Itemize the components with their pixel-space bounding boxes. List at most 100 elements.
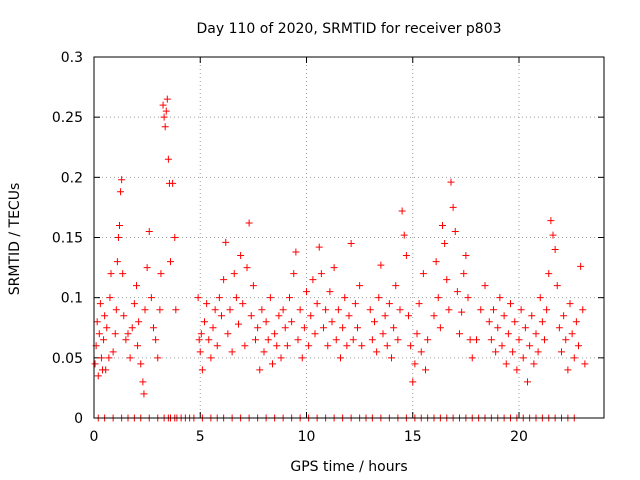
y-tick-label: 0.3 [61, 50, 83, 66]
data-point [97, 354, 105, 362]
data-point [171, 234, 179, 241]
data-point [140, 390, 148, 398]
data-point [383, 342, 391, 350]
data-point [141, 306, 149, 314]
data-point [447, 178, 455, 186]
data-point [264, 336, 272, 344]
data-point [119, 270, 127, 278]
data-point [513, 366, 521, 374]
data-point [332, 336, 340, 344]
data-point [481, 282, 489, 290]
data-point [545, 270, 553, 278]
data-point [511, 318, 519, 326]
data-point [541, 336, 548, 344]
data-point [500, 312, 508, 320]
data-point [124, 330, 132, 338]
y-tick-label: 0.25 [52, 110, 83, 126]
data-point [162, 107, 170, 115]
data-point [128, 324, 136, 332]
data-point [122, 336, 130, 344]
data-point [464, 294, 472, 302]
x-tick-label: 0 [90, 429, 99, 445]
data-point [441, 240, 449, 248]
data-point [356, 282, 364, 290]
data-point [415, 300, 423, 308]
data-point [392, 282, 400, 290]
data-point [341, 294, 349, 302]
data-point [473, 336, 480, 344]
x-tick-label: 20 [510, 429, 528, 445]
data-point [215, 294, 223, 302]
data-point [283, 342, 291, 350]
data-point [347, 240, 355, 248]
data-point [273, 342, 281, 350]
data-point [419, 270, 427, 278]
data-point [575, 342, 582, 350]
data-point [434, 294, 442, 302]
data-point [555, 324, 563, 332]
data-point [358, 342, 366, 350]
data-point [245, 219, 253, 227]
data-point [343, 342, 351, 350]
data-point [385, 300, 393, 308]
data-point [390, 324, 398, 332]
data-point [275, 312, 283, 320]
data-point [449, 203, 457, 211]
data-point [504, 330, 512, 338]
data-point [237, 252, 245, 260]
data-point [496, 294, 504, 302]
data-point [117, 188, 125, 196]
data-point [152, 336, 160, 344]
data-point [243, 264, 251, 272]
data-point [277, 354, 285, 362]
data-point [307, 312, 315, 320]
data-point [169, 179, 177, 187]
data-point [453, 288, 461, 296]
data-point [194, 294, 202, 302]
data-point [422, 366, 429, 374]
data-point [196, 348, 204, 356]
data-point [345, 312, 353, 320]
data-point [507, 300, 514, 308]
data-point [260, 348, 268, 356]
y-tick-label: 0.15 [52, 231, 83, 247]
data-point [249, 282, 257, 290]
data-point [105, 354, 113, 362]
data-point [154, 354, 162, 362]
data-point [134, 342, 142, 350]
data-point [213, 342, 221, 350]
data-point [294, 336, 302, 344]
data-point [100, 336, 108, 344]
data-point [317, 270, 325, 278]
data-point [381, 312, 389, 320]
data-point [436, 324, 444, 332]
data-point [371, 318, 378, 326]
data-point [373, 348, 381, 356]
y-tick-label: 0 [74, 411, 83, 427]
data-point [303, 288, 310, 296]
data-point [106, 294, 114, 302]
data-point [377, 261, 385, 269]
data-point [536, 294, 544, 302]
data-point [112, 306, 120, 314]
data-point [577, 262, 585, 270]
data-point [462, 252, 470, 260]
data-point [398, 207, 406, 215]
data-point [232, 294, 240, 302]
data-point [226, 306, 234, 314]
x-tick-label: 5 [196, 429, 205, 445]
data-point [296, 306, 304, 314]
data-point [218, 312, 225, 320]
data-point [532, 330, 540, 338]
data-point [502, 360, 510, 368]
data-point [402, 252, 410, 260]
data-point [349, 336, 357, 344]
data-point [328, 318, 336, 326]
data-point [549, 231, 557, 239]
data-point [161, 123, 169, 131]
data-point [409, 378, 417, 386]
data-point [351, 300, 359, 308]
data-point [309, 276, 317, 284]
data-point [375, 294, 383, 302]
y-tick-label: 0.2 [61, 170, 83, 186]
